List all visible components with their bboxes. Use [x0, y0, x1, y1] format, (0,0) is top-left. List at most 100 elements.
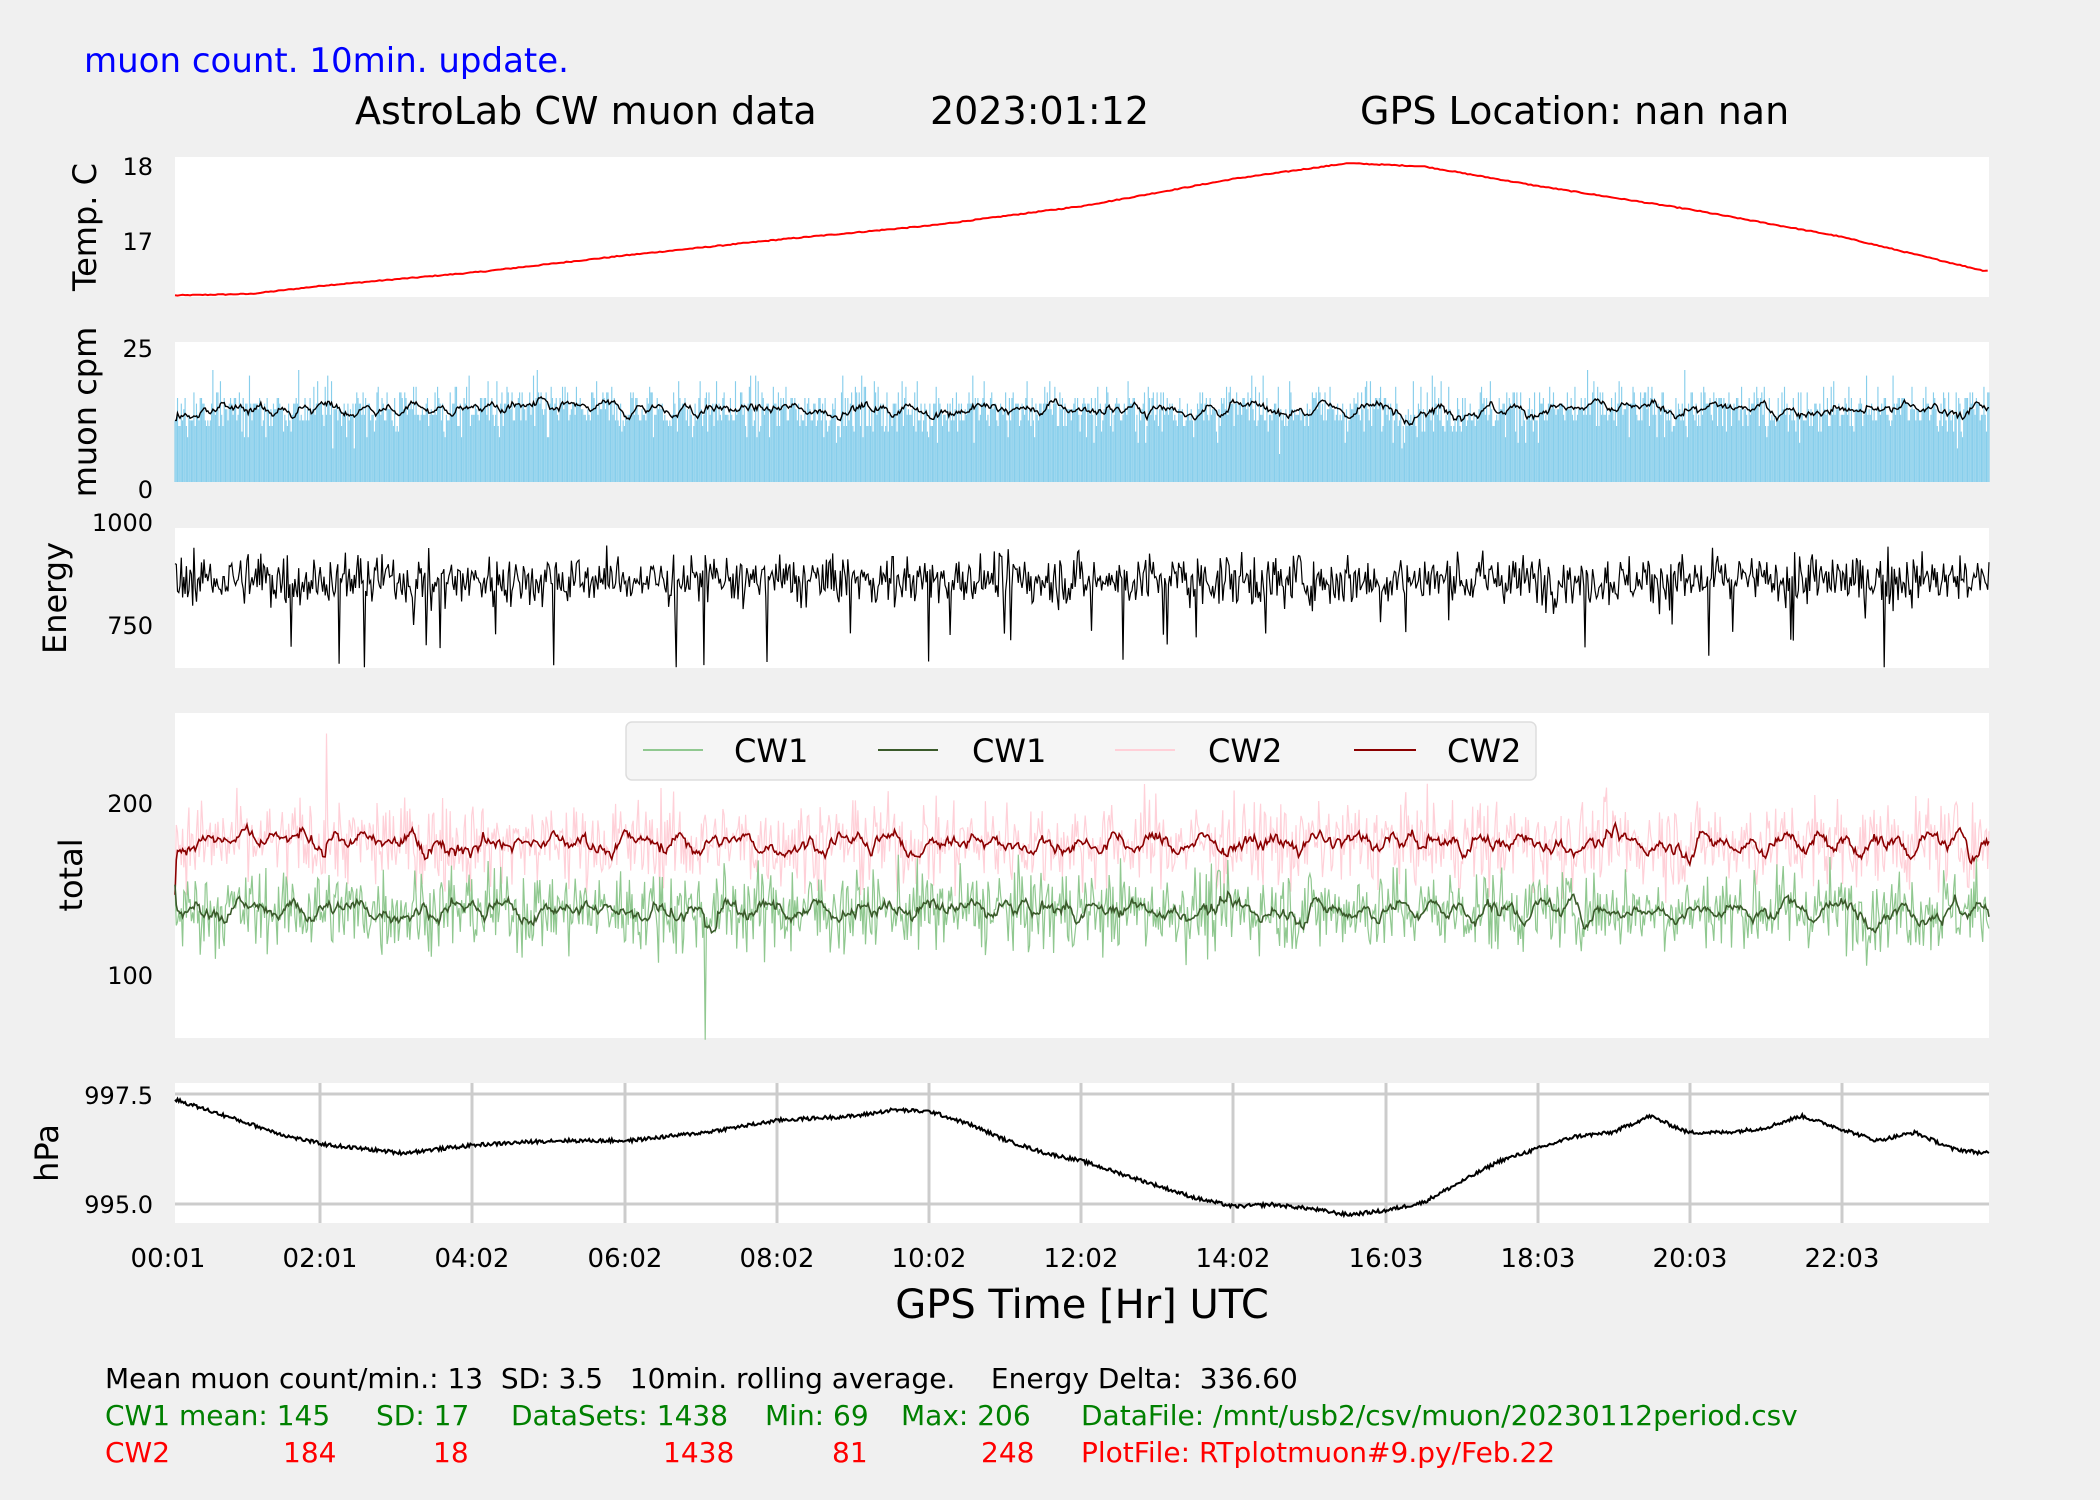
muon-cpm-bar [1867, 414, 1869, 482]
muon-cpm-bar [358, 403, 360, 482]
muon-cpm-bar [497, 426, 499, 482]
muon-cpm-bar [1799, 442, 1801, 482]
muon-cpm-bar [1354, 403, 1356, 482]
muon-cpm-bar [1959, 403, 1961, 482]
muon-cpm-bar [774, 403, 776, 482]
muon-cpm-bar [1494, 420, 1496, 482]
muon-cpm-bar [323, 426, 325, 482]
energy-line [174, 545, 1990, 668]
muon-cpm-bar [390, 409, 392, 482]
legend-box [625, 721, 1537, 781]
muon-cpm-bar [246, 403, 248, 482]
muon-cpm-bar [1121, 420, 1123, 482]
muon-cpm-bar [609, 403, 612, 482]
muon-cpm-bar [1537, 442, 1539, 482]
muon-cpm-bar [1436, 414, 1438, 482]
muon-cpm-bar [727, 414, 729, 482]
muon-cpm-bar [1608, 414, 1610, 482]
muon-cpm-bar [536, 370, 538, 482]
muon-cpm-bar [762, 398, 764, 482]
muon-cpm-bar [320, 403, 323, 482]
muon-cpm-bar [252, 403, 254, 482]
muon-cpm-bar [627, 414, 629, 482]
muon-cpm-bar [336, 403, 338, 482]
muon-cpm-bar [822, 403, 824, 482]
muon-cpm-bar [847, 398, 849, 482]
muon-cpm-bar [1117, 403, 1119, 482]
muon-cpm-bar [1882, 409, 1884, 482]
muon-cpm-bar [772, 386, 774, 482]
muon-cpm-bar [1638, 420, 1640, 482]
muon-cpm-bar [1469, 403, 1471, 482]
muon-cpm-bar [839, 437, 841, 482]
muon-cpm-bar [1402, 426, 1404, 482]
muon-cpm-bar [413, 386, 415, 482]
muon-cpm-bar [816, 420, 819, 482]
muon-cpm-bar [1434, 386, 1436, 482]
muon-cpm-bar [1046, 392, 1048, 482]
muon-cpm-bar [1970, 403, 1972, 482]
muon-cpm-bar [960, 403, 963, 482]
muon-cpm-bar [1420, 386, 1422, 482]
muon-cpm-bar [200, 398, 203, 482]
muon-cpm-bar [1256, 426, 1258, 482]
muon-cpm-bar [1929, 420, 1931, 482]
muon-cpm-bar [1868, 409, 1870, 482]
muon-cpm-bar [585, 420, 588, 482]
muon-cpm-bar [482, 409, 484, 482]
muon-cpm-bar [721, 420, 723, 482]
muon-cpm-bar [1078, 414, 1080, 482]
muon-cpm-bar [1564, 420, 1566, 482]
muon-cpm-bar [1831, 414, 1834, 482]
muon-cpm-bar [1810, 409, 1812, 482]
muon-cpm-bar [178, 426, 180, 482]
muon-cpm-bar [1585, 414, 1587, 482]
muon-cpm-bar [1656, 437, 1658, 482]
muon-cpm-bar [782, 398, 785, 482]
muon-cpm-bar [1633, 392, 1635, 482]
muon-cpm-bar [1666, 420, 1668, 482]
muon-cpm-bar [1458, 409, 1460, 482]
muon-cpm-bar [1859, 398, 1861, 482]
muon-cpm-bar [1069, 409, 1071, 482]
muon-cpm-bar [1708, 403, 1710, 482]
muon-cpm-bar [380, 414, 382, 482]
muon-cpm-bar [1913, 409, 1916, 482]
muon-cpm-bar [1932, 392, 1935, 482]
muon-cpm-bar [1701, 414, 1704, 482]
muon-cpm-bar [1561, 403, 1563, 482]
muon-cpm-bar [295, 398, 297, 482]
muon-cpm-bar [179, 426, 181, 482]
muon-cpm-bar [835, 442, 838, 482]
muon-cpm-bar [1479, 392, 1481, 482]
muon-cpm-bar [1233, 426, 1235, 482]
muon-cpm-bar [1123, 403, 1125, 482]
muon-cpm-bar [703, 414, 705, 482]
muon-cpm-bar [1892, 375, 1894, 482]
x-tick-label: 04:02 [435, 1244, 510, 1274]
muon-cpm-bar [1022, 409, 1024, 482]
muon-cpm-bar [445, 414, 447, 482]
muon-cpm-bar [1699, 426, 1701, 482]
muon-cpm-bar [883, 431, 886, 482]
muon-cpm-bar [832, 403, 834, 482]
muon-cpm-bar [1401, 448, 1403, 482]
cw2-rolling-average-line [174, 820, 1990, 895]
muon-cpm-bar [338, 409, 340, 482]
muon-cpm-bar [223, 398, 225, 482]
muon-cpm-bar [1320, 414, 1322, 482]
muon-cpm-bar [1272, 409, 1274, 482]
muon-cpm-bar [1167, 414, 1170, 482]
muon-cpm-bar [684, 398, 686, 482]
muon-cpm-bar [1787, 431, 1789, 482]
muon-cpm-bar [751, 409, 753, 482]
muon-cpm-bar [378, 409, 381, 482]
muon-cpm-bar [1232, 403, 1234, 482]
muon-cpm-bar [1135, 431, 1137, 482]
muon-cpm-bar [1504, 437, 1507, 482]
muon-cpm-bar [1916, 409, 1918, 482]
muon-cpm-bar [1758, 426, 1760, 482]
muon-cpm-bar [1170, 409, 1172, 482]
muon-cpm-bar [1972, 392, 1974, 482]
muon-cpm-bar [1353, 398, 1355, 482]
